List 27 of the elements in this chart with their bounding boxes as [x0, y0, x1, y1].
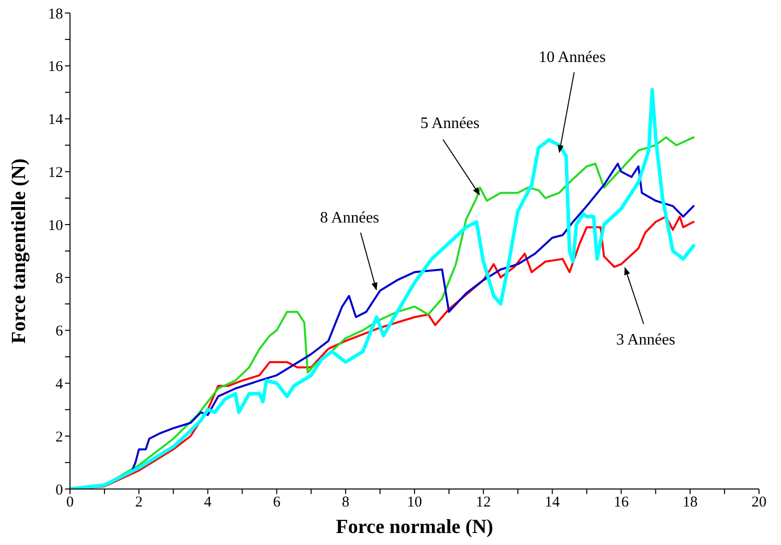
x-tick-label: 10	[407, 494, 422, 511]
x-tick-label: 6	[272, 494, 281, 511]
y-tick-label: 16	[48, 59, 64, 76]
y-tick-label: 2	[56, 429, 63, 446]
y-tick-label: 12	[48, 164, 63, 181]
x-tick-label: 16	[614, 494, 630, 511]
x-tick-label: 14	[544, 494, 560, 511]
y-tick-label: 18	[48, 6, 63, 22]
x-tick-label: 2	[135, 494, 143, 511]
y-tick-label: 0	[56, 482, 63, 498]
x-tick-label: 8	[342, 494, 350, 511]
x-tick-label: 0	[66, 494, 74, 511]
annotation: 10 Années	[538, 48, 606, 66]
y-tick-label: 4	[56, 376, 64, 393]
x-tick-label: 12	[476, 494, 491, 511]
annotation: 5 Années	[420, 115, 480, 132]
x-tick-label: 20	[752, 494, 766, 511]
y-tick-label: 10	[48, 218, 63, 234]
y-axis-title: Force tangentielle (N)	[8, 158, 30, 344]
y-tick-label: 6	[56, 324, 64, 340]
y-tick-label: 14	[48, 112, 64, 128]
annotation: 3 Années	[616, 332, 676, 349]
annotation: 8 Années	[320, 209, 380, 226]
x-tick-label: 18	[682, 494, 698, 511]
y-tick-label: 8	[56, 270, 63, 287]
x-tick-label: 4	[204, 494, 212, 511]
x-axis-title: Force normale (N)	[336, 516, 494, 538]
